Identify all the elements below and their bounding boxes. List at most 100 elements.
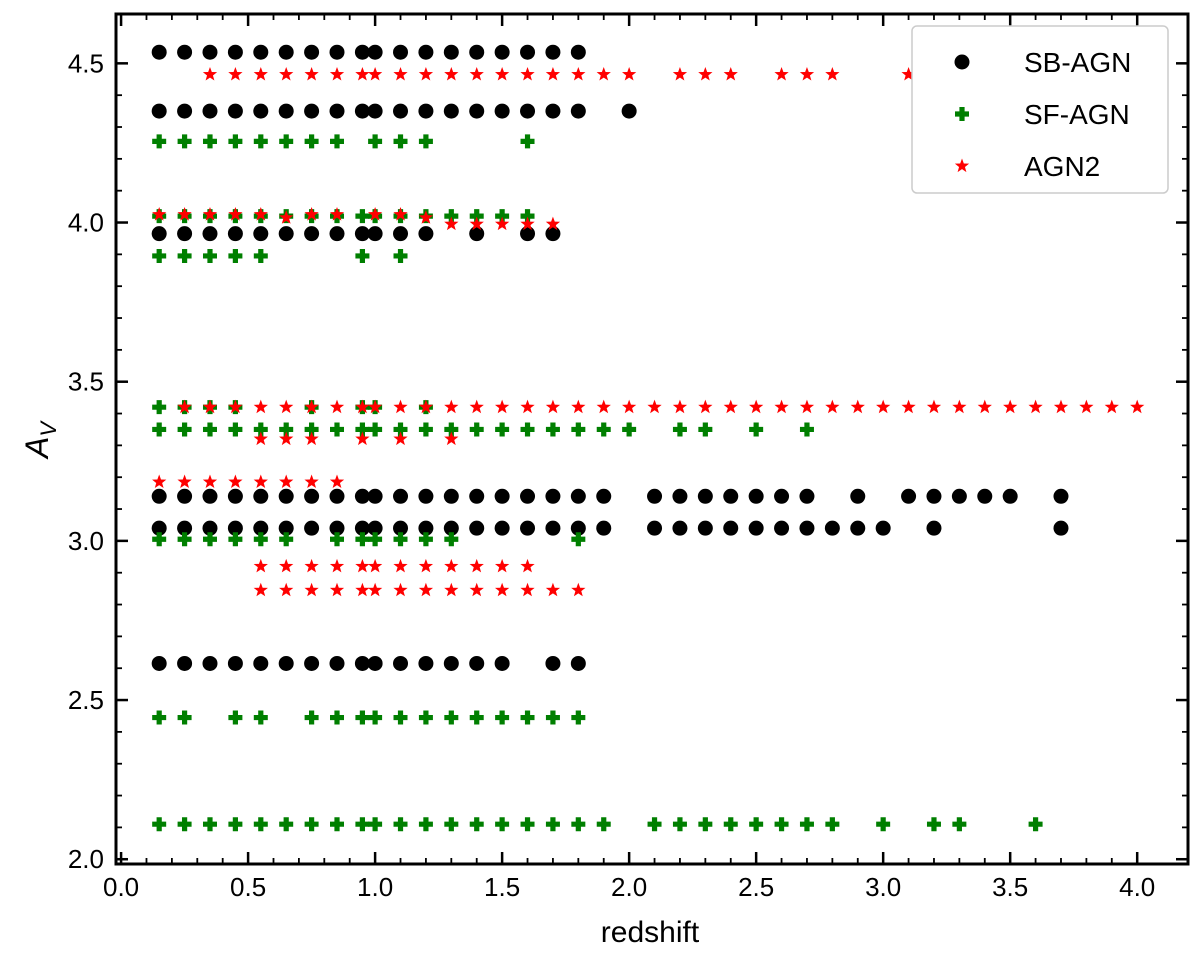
data-point-agn2 — [799, 399, 815, 414]
data-point-sf-agn — [177, 710, 192, 725]
data-point-sf-agn — [444, 817, 459, 832]
data-point-agn2 — [749, 399, 764, 414]
data-point-sb-agn — [418, 44, 434, 60]
data-point-sf-agn — [393, 248, 408, 263]
data-point-sf-agn — [152, 134, 167, 149]
data-point-sb-agn — [329, 103, 345, 119]
y-tick-label: 2.5 — [68, 685, 104, 715]
data-point-sb-agn — [621, 103, 637, 119]
data-point-agn2 — [444, 582, 459, 597]
data-point-sf-agn — [444, 422, 459, 437]
data-point-agn2 — [304, 431, 319, 446]
data-point-agn2 — [545, 216, 561, 231]
data-point-sf-agn — [368, 532, 383, 547]
x-axis-title: redshift — [601, 916, 700, 949]
data-point-agn2 — [469, 66, 484, 81]
data-point-agn2 — [228, 207, 243, 221]
legend-label: SB-AGN — [1024, 47, 1131, 78]
legend-label: AGN2 — [1024, 151, 1100, 182]
data-point-sb-agn — [418, 488, 434, 504]
data-point-sf-agn — [152, 532, 167, 547]
axis-ticks: 0.0 0.5 1.0 1.5 2.0 2.5 3.0 3.5 4.0 2.0 2.5 3.0 3.5 4… — [68, 14, 1188, 902]
data-point-sf-agn — [444, 710, 459, 725]
data-point-agn2 — [329, 399, 345, 414]
data-point-agn2 — [444, 66, 459, 81]
data-point-sf-agn — [393, 710, 408, 725]
data-point-sf-agn — [152, 817, 167, 832]
data-point-sb-agn — [520, 44, 536, 60]
data-point-sf-agn — [571, 817, 586, 832]
data-point-sf-agn — [520, 710, 535, 725]
data-point-sb-agn — [570, 655, 586, 671]
data-point-sf-agn — [571, 422, 586, 437]
data-point-sb-agn — [329, 655, 345, 671]
data-point-sf-agn — [355, 532, 370, 547]
x-tick-label: 3.0 — [865, 872, 901, 902]
data-point-agn2 — [1003, 399, 1018, 414]
data-point-sb-agn — [354, 655, 370, 671]
data-point-agn2 — [393, 558, 408, 573]
data-point-sb-agn — [367, 520, 383, 536]
data-point-sb-agn — [697, 520, 713, 536]
data-point-sf-agn — [393, 134, 408, 149]
data-point-sb-agn — [977, 488, 993, 504]
data-point-sb-agn — [151, 44, 167, 60]
data-point-sf-agn — [393, 532, 408, 547]
data-point-sb-agn — [494, 103, 510, 119]
data-point-sb-agn — [1053, 520, 1069, 536]
data-point-agn2 — [253, 558, 268, 573]
data-point-agn2 — [228, 474, 243, 489]
data-point-sf-agn — [495, 710, 510, 725]
data-point-agn2 — [698, 66, 713, 81]
data-point-sf-agn — [571, 710, 586, 725]
data-point-agn2 — [355, 399, 370, 414]
data-point-sf-agn — [774, 817, 789, 832]
data-point-sf-agn — [672, 422, 687, 437]
data-point-sb-agn — [850, 520, 866, 536]
data-point-sf-agn — [253, 134, 268, 149]
data-point-sf-agn — [469, 209, 484, 224]
data-point-agn2 — [253, 474, 268, 489]
data-point-sf-agn — [177, 817, 192, 832]
data-point-sf-agn — [749, 422, 764, 437]
data-point-sf-agn — [596, 817, 611, 832]
data-point-agn2 — [202, 399, 218, 414]
data-point-sb-agn — [253, 103, 269, 119]
data-point-sf-agn — [571, 532, 586, 547]
data-point-sb-agn — [329, 488, 345, 504]
data-point-agn2 — [367, 558, 383, 573]
data-point-sf-agn — [177, 422, 192, 437]
data-point-agn2 — [494, 558, 510, 573]
data-point-sb-agn — [647, 520, 663, 536]
data-point-agn2 — [228, 399, 243, 414]
data-point-sb-agn — [469, 520, 485, 536]
data-point-agn2 — [469, 582, 484, 597]
data-point-sb-agn — [227, 520, 243, 536]
data-point-agn2 — [355, 431, 370, 446]
data-point-sb-agn — [1053, 488, 1069, 504]
data-point-sf-agn — [355, 817, 370, 832]
data-point-agn2 — [774, 66, 789, 81]
data-point-agn2 — [952, 399, 967, 414]
data-point-sb-agn — [520, 226, 536, 242]
data-point-sb-agn — [545, 226, 561, 242]
data-point-agn2 — [469, 216, 484, 231]
data-point-agn2 — [279, 558, 294, 573]
data-point-agn2 — [622, 66, 637, 81]
data-point-sf-agn — [520, 134, 535, 149]
data-point-sb-agn — [367, 226, 383, 242]
data-point-agn2 — [329, 66, 345, 81]
data-point-sf-agn — [672, 817, 687, 832]
data-point-sf-agn — [304, 134, 319, 149]
data-point-agn2 — [355, 558, 370, 573]
data-point-agn2 — [545, 399, 561, 414]
legend-item-sb-agn: SB-AGN — [954, 47, 1131, 78]
series-sb-agn — [151, 44, 1069, 671]
data-point-agn2 — [304, 66, 319, 81]
legend-marker-agn2 — [954, 158, 970, 173]
data-point-sb-agn — [367, 655, 383, 671]
data-point-sb-agn — [227, 488, 243, 504]
data-point-sf-agn — [749, 817, 764, 832]
data-point-agn2 — [1028, 399, 1043, 414]
data-point-agn2 — [444, 216, 459, 231]
